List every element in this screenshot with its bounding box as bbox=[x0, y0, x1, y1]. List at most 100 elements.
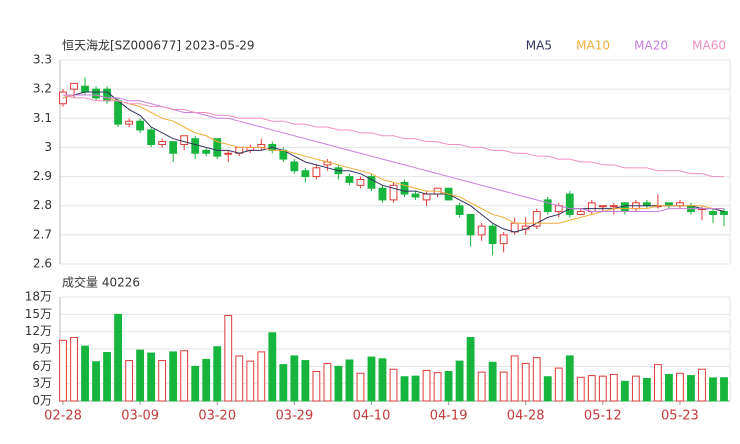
candle-body bbox=[301, 170, 310, 178]
volume-bar bbox=[676, 372, 684, 402]
candle-body bbox=[356, 178, 365, 186]
volume-bar bbox=[565, 355, 574, 402]
y-tick-label: 3.2 bbox=[33, 82, 52, 96]
candle-body bbox=[389, 184, 398, 201]
volume-bar bbox=[499, 371, 508, 402]
candle-body bbox=[720, 211, 728, 215]
volume-bar bbox=[576, 376, 585, 402]
ma-line bbox=[62, 94, 724, 178]
candle-body bbox=[103, 88, 111, 102]
volume-bar bbox=[444, 371, 453, 402]
candle-body bbox=[499, 234, 508, 245]
candle-body bbox=[70, 82, 78, 90]
candle-body bbox=[169, 141, 178, 154]
volume-bar bbox=[620, 380, 629, 402]
candle-body bbox=[565, 193, 574, 215]
volume-bar bbox=[642, 377, 651, 402]
volume-bar bbox=[169, 351, 178, 402]
volume-bar bbox=[709, 377, 717, 402]
y-tick-label: 12万 bbox=[25, 324, 52, 338]
volume-bar bbox=[510, 355, 519, 402]
volume-bar bbox=[92, 361, 100, 402]
volume-bar bbox=[455, 360, 464, 402]
volume-bar bbox=[433, 372, 442, 402]
legend-label: MA60 bbox=[692, 39, 726, 53]
candle-body bbox=[191, 138, 200, 154]
x-tick-label: 04-10 bbox=[353, 409, 391, 424]
volume-bar bbox=[290, 355, 299, 402]
y-tick-label: 15万 bbox=[25, 307, 52, 321]
y-tick-label: 3.3 bbox=[33, 53, 52, 67]
candle-body bbox=[620, 202, 629, 213]
candle-body bbox=[598, 205, 607, 208]
candle-body bbox=[180, 135, 189, 146]
y-tick-label: 0万 bbox=[32, 394, 52, 408]
candle-body bbox=[114, 100, 122, 125]
candle-body bbox=[609, 205, 618, 208]
volume-bar bbox=[532, 357, 541, 402]
volume-bar bbox=[598, 375, 607, 402]
legend-label: MA10 bbox=[576, 39, 610, 53]
y-tick-label: 3.1 bbox=[33, 111, 52, 125]
volume-bar bbox=[103, 351, 111, 402]
volume-bar bbox=[158, 360, 167, 402]
legend-label: MA20 bbox=[634, 39, 668, 53]
volume-bar bbox=[477, 371, 486, 402]
volume-title: 成交量 40226 bbox=[62, 275, 140, 290]
y-tick-label: 2.8 bbox=[33, 198, 52, 212]
y-tick-label: 9万 bbox=[32, 342, 52, 356]
volume-bar bbox=[698, 368, 706, 402]
volume-bar bbox=[422, 369, 431, 402]
candle-body bbox=[147, 129, 156, 146]
volume-bar bbox=[147, 352, 156, 402]
candle-body bbox=[477, 225, 486, 236]
volume-bar bbox=[59, 339, 67, 402]
y-tick-label: 2.9 bbox=[33, 169, 52, 183]
volume-bar bbox=[587, 375, 596, 402]
volume-bar bbox=[235, 355, 244, 402]
candle-body bbox=[378, 187, 387, 201]
y-tick-label: 3 bbox=[44, 140, 52, 154]
volume-bar bbox=[488, 361, 497, 402]
candle-body bbox=[400, 181, 409, 195]
volume-bar bbox=[543, 376, 552, 402]
candle-body bbox=[455, 205, 464, 215]
volume-bar bbox=[631, 375, 640, 402]
volume-bar bbox=[356, 372, 365, 402]
candle-body bbox=[576, 211, 585, 215]
candle-body bbox=[510, 222, 519, 233]
volume-bar bbox=[81, 345, 89, 402]
volume-bar bbox=[191, 365, 200, 402]
x-tick-label: 04-28 bbox=[507, 409, 545, 424]
volume-bar bbox=[301, 360, 310, 402]
candle-body bbox=[202, 149, 211, 154]
x-tick-label: 03-20 bbox=[198, 409, 236, 424]
candle-body bbox=[125, 120, 134, 125]
volume-bar bbox=[687, 375, 695, 402]
volume-bar bbox=[70, 336, 78, 402]
candle-body bbox=[92, 88, 100, 99]
candle-body bbox=[81, 85, 89, 93]
candle-body bbox=[367, 176, 376, 189]
volume-bar bbox=[323, 362, 332, 402]
x-tick-label: 03-09 bbox=[121, 409, 159, 424]
volume-bar bbox=[114, 313, 122, 402]
volume-bar bbox=[411, 375, 420, 402]
legend-label: MA5 bbox=[526, 39, 552, 53]
x-tick-label: 02-28 bbox=[44, 409, 82, 424]
volume-bar bbox=[466, 336, 475, 402]
volume-bar bbox=[720, 377, 728, 402]
volume-bar bbox=[279, 364, 288, 402]
candle-body bbox=[587, 202, 596, 213]
volume-bar bbox=[521, 362, 530, 402]
candle-body bbox=[290, 161, 299, 172]
volume-bar bbox=[400, 376, 409, 402]
candle-body bbox=[345, 176, 354, 183]
candle-body bbox=[213, 138, 222, 157]
volume-bar bbox=[389, 368, 398, 402]
y-tick-label: 18万 bbox=[25, 290, 52, 304]
x-tick-label: 05-23 bbox=[661, 409, 699, 424]
volume-bar bbox=[378, 358, 387, 402]
candle-body bbox=[422, 193, 431, 201]
